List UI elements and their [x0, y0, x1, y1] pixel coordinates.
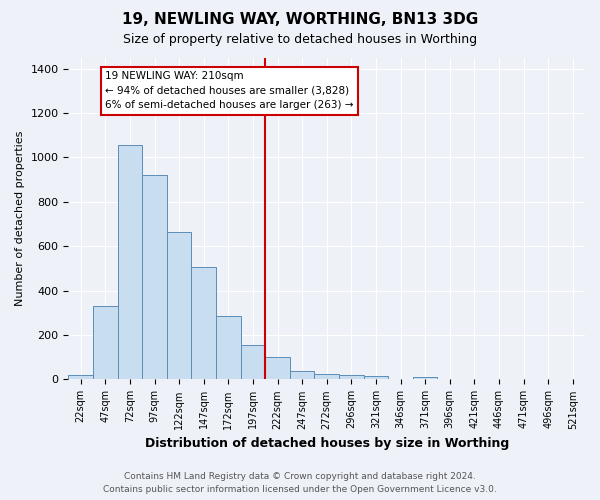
Bar: [241, 345, 265, 380]
Bar: [93, 306, 118, 380]
Text: 19 NEWLING WAY: 210sqm
← 94% of detached houses are smaller (3,828)
6% of semi-d: 19 NEWLING WAY: 210sqm ← 94% of detached…: [106, 71, 354, 110]
Bar: [339, 374, 364, 380]
Bar: [216, 316, 241, 380]
Text: Size of property relative to detached houses in Worthing: Size of property relative to detached ho…: [123, 32, 477, 46]
Bar: [314, 374, 339, 380]
Bar: [413, 377, 437, 380]
Text: 19, NEWLING WAY, WORTHING, BN13 3DG: 19, NEWLING WAY, WORTHING, BN13 3DG: [122, 12, 478, 28]
Bar: [68, 375, 93, 380]
X-axis label: Distribution of detached houses by size in Worthing: Distribution of detached houses by size …: [145, 437, 509, 450]
Text: Contains public sector information licensed under the Open Government Licence v3: Contains public sector information licen…: [103, 485, 497, 494]
Y-axis label: Number of detached properties: Number of detached properties: [15, 131, 25, 306]
Bar: [290, 370, 314, 380]
Bar: [167, 232, 191, 380]
Text: Contains HM Land Registry data © Crown copyright and database right 2024.: Contains HM Land Registry data © Crown c…: [124, 472, 476, 481]
Bar: [191, 268, 216, 380]
Bar: [142, 175, 167, 380]
Bar: [364, 376, 388, 380]
Bar: [265, 357, 290, 380]
Bar: [118, 145, 142, 380]
